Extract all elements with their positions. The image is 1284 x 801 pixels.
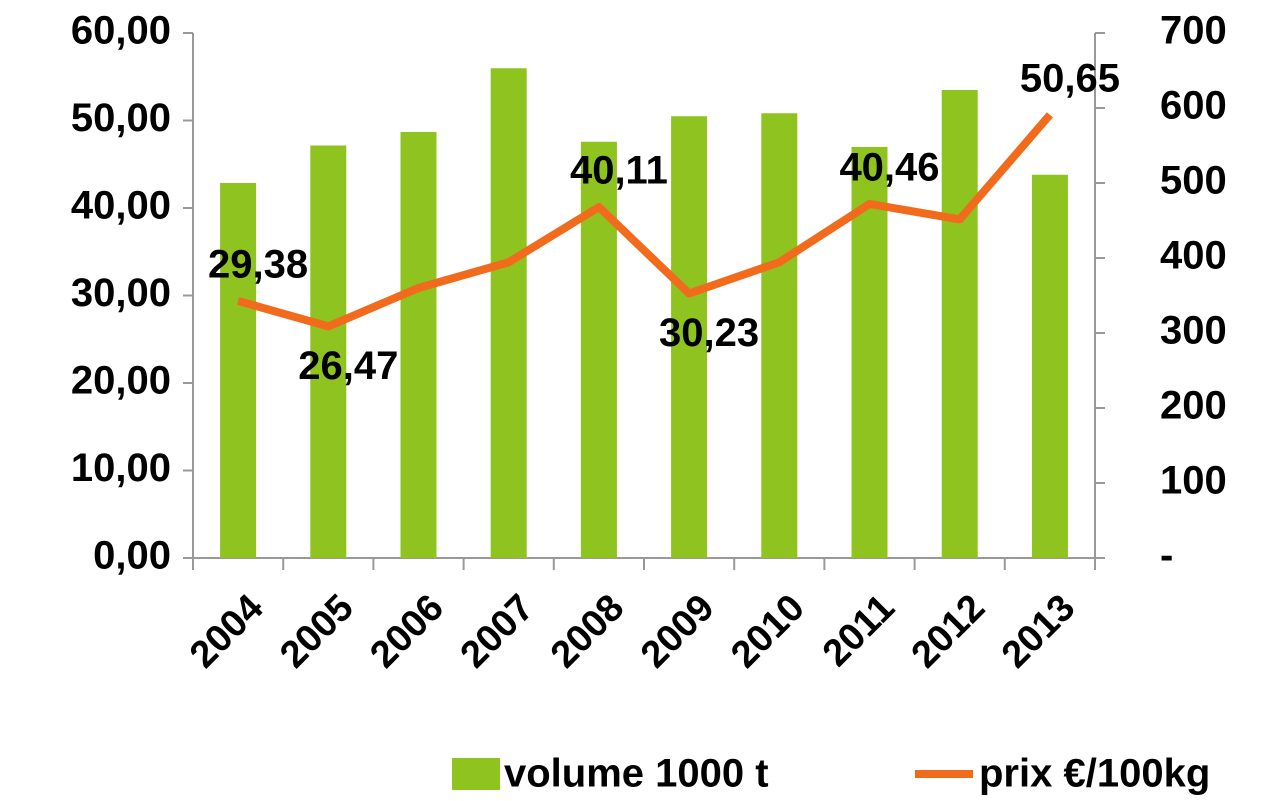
x-tick-label: 2009 [633,587,722,676]
x-tick-label: 2010 [723,587,812,676]
y-tick-label: 30,00 [71,271,171,315]
y-tick-label: 40,00 [71,184,171,228]
bar [400,132,437,558]
x-tick-label: 2006 [362,587,451,676]
y2-tick-label: 500 [1160,159,1227,203]
legend-swatch [452,758,500,790]
legend-label: volume 1000 t [504,752,769,796]
bar [490,68,527,558]
x-tick-label: 2012 [904,587,993,676]
y2-tick-label: 300 [1160,309,1227,353]
data-label: 30,23 [659,311,759,355]
y2-tick-label: - [1160,534,1173,578]
bar [941,90,978,558]
y-tick-label: 0,00 [93,534,171,578]
data-label: 29,38 [208,242,308,286]
line [237,112,1053,331]
legend-label: prix €/100kg [979,752,1210,796]
y2-tick-label: 200 [1160,384,1227,428]
y2-tick-label: 600 [1160,84,1227,128]
x-tick-label: 2011 [815,587,903,675]
x-tick-label: 2008 [543,587,632,676]
bar [220,183,257,558]
x-tick-label: 2005 [272,587,361,676]
y2-tick-label: 700 [1160,9,1227,53]
bar [761,113,798,558]
y2-tick-label: 400 [1160,234,1227,278]
x-tick-label: 2004 [182,587,271,676]
y2-tick-label: 100 [1160,459,1227,503]
y-tick-label: 10,00 [71,446,171,490]
data-label: 40,46 [839,146,939,190]
data-label: 26,47 [298,344,398,388]
x-tick-label: 2007 [453,587,542,676]
x-tick-label: 2013 [994,587,1083,676]
bar [1031,174,1068,558]
data-label: 40,11 [570,149,668,193]
bar [671,116,708,558]
data-label: 50,65 [1020,56,1120,100]
y-tick-label: 20,00 [71,359,171,403]
bar [310,145,347,558]
y-tick-label: 60,00 [71,9,171,53]
y-tick-label: 50,00 [71,96,171,140]
